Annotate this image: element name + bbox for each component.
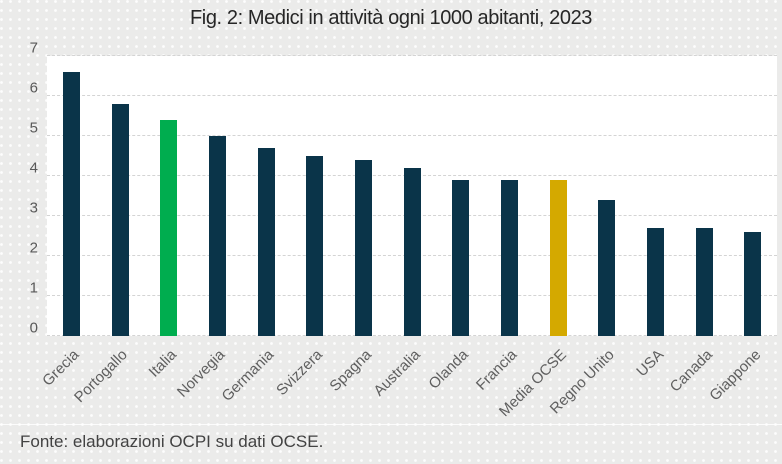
x-slot-portogallo: Portogallo <box>72 337 145 425</box>
footer-source: Fonte: elaborazioni OCPI su dati OCSE. <box>20 432 324 451</box>
y-tick-label-2: 2 <box>29 239 38 257</box>
bar-slot-grecia <box>47 56 96 336</box>
y-tick-label-1: 1 <box>29 279 38 297</box>
gridline-7 <box>47 55 777 56</box>
bar-italia <box>160 120 178 336</box>
bar-slot-svizzera <box>290 56 339 336</box>
bar-slot-australia <box>388 56 437 336</box>
bar-regno-unito <box>598 200 616 336</box>
gridline-6 <box>47 95 777 96</box>
y-tick-label-3: 3 <box>29 199 38 217</box>
bar-francia <box>500 180 518 336</box>
bar-germania <box>257 148 275 336</box>
footer-divider <box>0 424 782 425</box>
bar-norvegia <box>208 136 226 336</box>
bar-slot-spagna <box>339 56 388 336</box>
bar-slot-norvegia <box>193 56 242 336</box>
bar-spagna <box>354 160 372 336</box>
y-tick-label-7: 7 <box>29 39 38 57</box>
y-tick-label-5: 5 <box>29 119 38 137</box>
bar-slot-germania <box>242 56 291 336</box>
bar-slot-usa <box>631 56 680 336</box>
bar-slot-olanda <box>436 56 485 336</box>
x-slot-regno-unito: Regno Unito <box>547 337 631 425</box>
y-tick-label-0: 0 <box>29 319 38 337</box>
plot-area <box>47 55 777 336</box>
x-axis-label-italia: Italia <box>145 346 181 381</box>
gridline-5 <box>47 135 777 136</box>
bar-slot-francia <box>485 56 534 336</box>
bar-slot-portogallo <box>96 56 145 336</box>
bar-grecia <box>62 72 80 336</box>
y-tick-label-4: 4 <box>29 159 38 177</box>
bar-olanda <box>452 180 470 336</box>
x-axis-label-usa: USA <box>632 346 667 381</box>
bar-canada <box>695 228 713 336</box>
bars-container <box>47 56 777 336</box>
y-axis-labels: 0 1 2 3 4 5 6 7 <box>0 41 38 337</box>
bar-slot-italia <box>144 56 193 336</box>
bar-slot-canada <box>680 56 729 336</box>
x-axis-label-grecia: Grecia <box>39 346 83 390</box>
x-axis-labels: Grecia Portogallo Italia Norvegia Germania Sv… <box>39 337 777 425</box>
chart-title: Fig. 2: Medici in attività ogni 1000 abi… <box>189 7 593 29</box>
y-tick-label-6: 6 <box>29 79 38 97</box>
bar-slot-regno-unito <box>582 56 631 336</box>
bar-media-ocse <box>549 180 567 336</box>
bar-portogallo <box>111 104 129 336</box>
x-slot-giappone: Giappone <box>706 337 777 425</box>
bar-slot-giappone <box>728 56 777 336</box>
bar-giappone <box>744 232 762 336</box>
bar-svizzera <box>306 156 324 336</box>
bar-australia <box>403 168 421 336</box>
bar-slot-media-ocse <box>534 56 583 336</box>
bar-usa <box>646 228 664 336</box>
